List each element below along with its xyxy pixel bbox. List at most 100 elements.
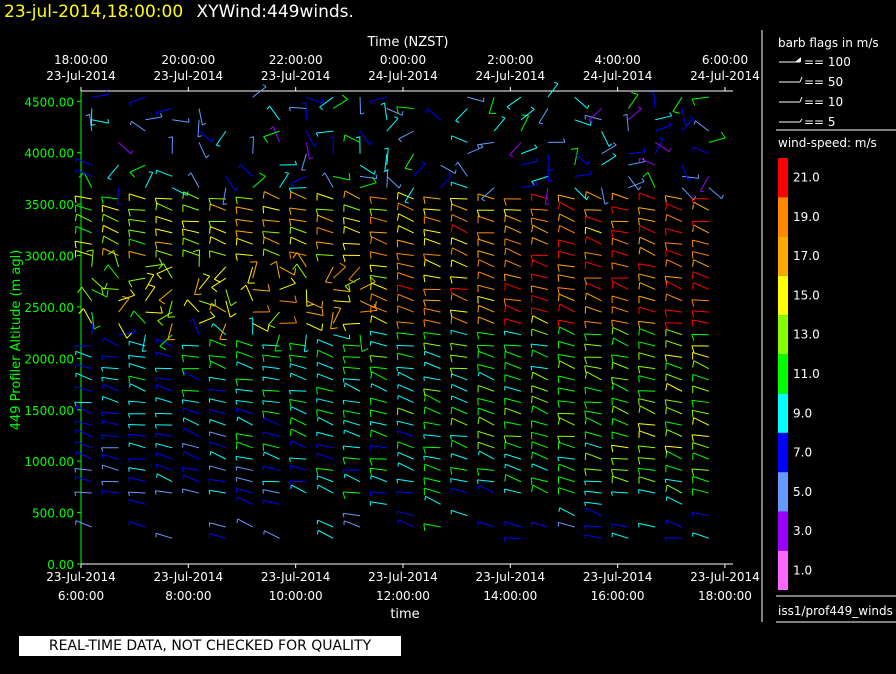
wind-barb-shaft [639, 236, 656, 245]
wind-barb-shaft [155, 197, 173, 200]
wind-barb-shaft [198, 275, 211, 290]
wind-barb-shaft [128, 229, 146, 234]
wind-barb-flag [341, 94, 348, 100]
wind-barb-shaft [695, 120, 710, 132]
wind-barb-shaft [103, 213, 119, 223]
wind-barb-shaft [451, 203, 468, 211]
wind-barb-shaft [611, 262, 629, 268]
wind-barb-flag [584, 525, 587, 530]
wind-barb-shaft [693, 259, 710, 268]
top-tick-date: 24-Jul-2014 [368, 69, 438, 83]
wind-barb-shaft [116, 187, 120, 205]
wind-barb-flag [235, 230, 238, 238]
wind-barb-shaft [101, 434, 119, 437]
wind-barb-shaft [450, 197, 468, 200]
wind-barb-shaft [504, 407, 522, 415]
wind-barb-flag [339, 262, 347, 268]
wind-barb-flag [423, 196, 426, 204]
y-tick-label: 2000.00 [24, 352, 74, 366]
wind-barb-shaft [128, 277, 146, 282]
wind-barb-shaft [504, 397, 522, 404]
wind-barb-flag [692, 259, 694, 267]
wind-barb-flag [584, 191, 587, 199]
wind-barb-shaft [425, 394, 441, 404]
wind-barb-shaft [557, 400, 575, 404]
wind-barb-shaft [478, 371, 495, 381]
wind-barb-flag [665, 203, 667, 211]
wind-barb-shaft [440, 164, 456, 175]
wind-barb-shaft [370, 216, 388, 223]
y-tick-label: 3000.00 [24, 250, 74, 264]
wind-barb-shaft [91, 312, 95, 329]
wind-barb-shaft [237, 518, 253, 528]
wind-barb-shaft [183, 371, 200, 381]
wind-barb-shaft [194, 278, 200, 295]
wind-barb-shaft [209, 250, 227, 257]
x-tick-time: 10:00:00 [269, 589, 323, 603]
wind-barb-flag [637, 106, 642, 110]
wind-barb-shaft [665, 445, 683, 449]
wind-barb-flag [509, 154, 514, 158]
wind-barb-flag [235, 253, 238, 261]
wind-barb-flag [155, 433, 157, 438]
wind-barb-shaft [236, 361, 253, 370]
wind-barb-flag [584, 282, 587, 290]
wind-barb-flag [423, 477, 426, 485]
wind-barb-shaft [692, 251, 709, 257]
wind-barb-shaft [75, 364, 92, 370]
wind-barb-shaft [264, 530, 280, 539]
wind-barb-flag [154, 490, 157, 495]
wind-barb-flag [342, 324, 347, 332]
wind-barb-flag [238, 164, 241, 169]
wind-barb-flag [101, 196, 104, 204]
wind-barb-shaft [252, 288, 270, 292]
wind-barb-shaft [398, 519, 414, 528]
wind-barb-flag [423, 308, 426, 316]
wind-barb-shaft [235, 456, 253, 460]
barb-legend-label: == 10 [804, 95, 843, 109]
wind-barb-flag [450, 224, 453, 232]
wind-barb-flag [181, 220, 185, 228]
wind-barb-shaft [370, 251, 387, 257]
wind-barb-flag [369, 275, 372, 283]
wind-barb-flag [455, 161, 459, 166]
wind-barb-flag [181, 368, 185, 376]
wind-barb-shaft [450, 478, 468, 483]
wind-barb-shaft [129, 164, 146, 173]
wind-barb-shaft [520, 184, 538, 189]
wind-barb-shaft [558, 441, 575, 449]
wind-barb-flag [612, 142, 617, 146]
wind-barb-flag [159, 113, 163, 118]
wind-barb-flag [369, 265, 372, 273]
wind-barb-flag [611, 338, 614, 346]
wind-barb-flag [321, 301, 324, 309]
wind-barb-shaft [74, 240, 92, 245]
wind-barb-flag [584, 401, 587, 409]
wind-barb-shaft [601, 144, 617, 155]
wind-barb-shaft [665, 242, 683, 245]
wind-barb-flag [319, 106, 324, 110]
wind-barb-shaft [558, 194, 575, 200]
wind-barb-shaft [505, 214, 522, 223]
wind-barb-shaft [182, 249, 200, 256]
wind-barb-shaft [574, 153, 589, 165]
wind-barb-shaft [102, 464, 119, 471]
wind-barb-shaft [75, 420, 92, 426]
wind-barb-shaft [118, 142, 132, 155]
wind-barb-flag [476, 345, 480, 353]
wind-barb-flag [370, 383, 373, 388]
x-tick-time: 16:00:00 [591, 589, 645, 603]
wind-barb-shaft [655, 115, 672, 121]
wind-barb-shaft [236, 237, 253, 245]
wind-barb-flag [211, 137, 215, 143]
wind-barb-shaft [699, 176, 710, 192]
wind-barb-flag [664, 445, 668, 454]
wind-barb-shaft [235, 378, 253, 381]
wind-barb-shaft [343, 322, 361, 325]
wind-barb-shaft [504, 238, 522, 245]
wind-barb-shaft [505, 259, 522, 268]
wind-barb-shaft [559, 303, 575, 313]
wind-barb-shaft [477, 193, 495, 200]
wind-barb-shaft [262, 465, 280, 471]
wind-barb-flag [423, 376, 425, 381]
